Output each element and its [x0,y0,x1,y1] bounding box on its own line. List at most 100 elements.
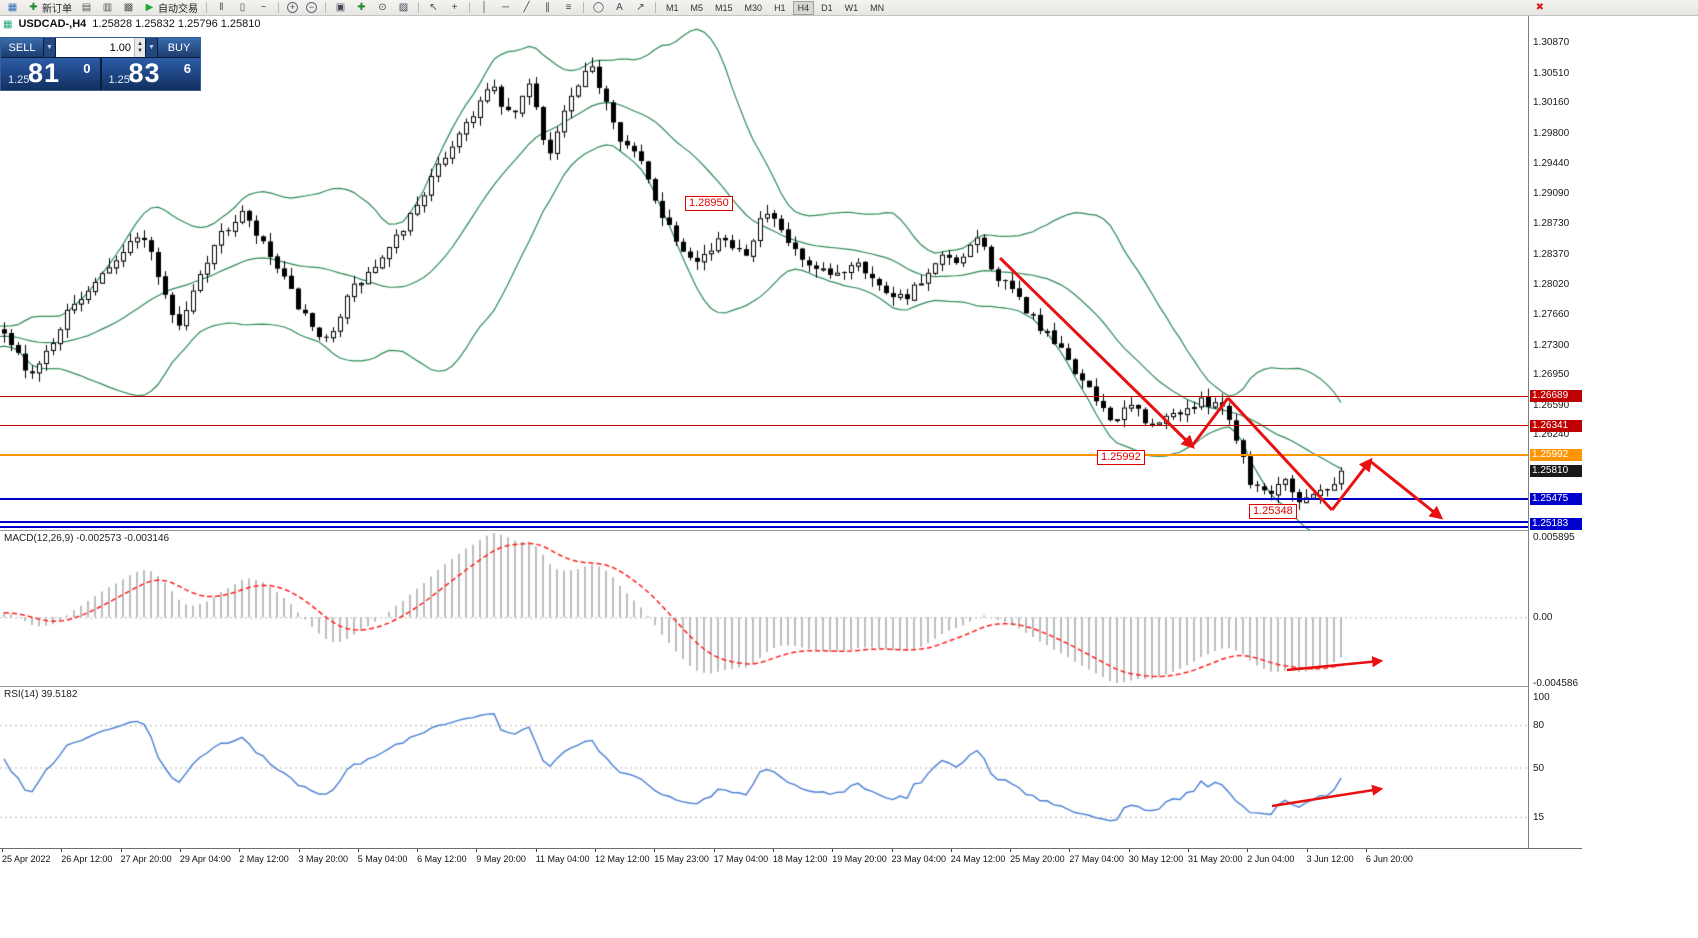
price-tick: 1.27300 [1533,339,1570,351]
sell-button[interactable]: SELL [1,38,43,57]
new-order-button[interactable]: ✚ 新订单 [24,1,75,15]
lot-increase-icon[interactable]: ▲ [137,40,143,47]
close-icon[interactable]: ✖ [1535,2,1544,13]
candlestick-chart-icon[interactable]: ▯ [233,1,252,15]
timeframe-d1[interactable]: D1 [821,2,833,13]
level-line-1.26341[interactable] [0,425,1528,427]
arrow-tool-icon[interactable]: ↗ [631,1,650,15]
level-line-1.25183[interactable] [0,520,1528,528]
panel-separator[interactable] [0,686,1582,687]
timeframe-h1[interactable]: H1 [774,2,786,13]
shapes-icon[interactable]: ◯ [589,1,608,15]
macd-axis-tick: 0.00 [1533,612,1553,624]
fibonacci-icon[interactable]: ≡ [559,1,578,15]
crosshair-icon[interactable]: + [445,1,464,15]
main-chart-canvas[interactable] [0,16,1528,530]
price-annotation[interactable]: 1.25348 [1249,504,1297,519]
vertical-line-icon[interactable]: │ [475,1,494,15]
period-icon: ⊙ [378,2,387,13]
sell-price-button[interactable]: 1.25 81 0 [1,58,100,90]
time-tick [357,849,359,852]
time-tick [950,849,952,852]
buy-dropdown-icon[interactable]: ▼ [145,38,158,57]
timeframe-m1[interactable]: M1 [666,2,679,13]
price-tick: 1.30870 [1533,37,1570,49]
buy-price-button[interactable]: 1.25 83 6 [101,58,200,90]
time-label: 15 May 23:00 [654,854,709,864]
timeframe-m30[interactable]: M30 [744,2,763,13]
templates-icon[interactable]: ▨ [394,1,413,15]
text-tool-icon[interactable]: A [610,1,629,15]
tile-windows-icon[interactable]: ▣ [331,1,350,15]
price-badge: 1.25992 [1530,449,1582,462]
time-tick [179,849,181,852]
time-tick [239,849,241,852]
chart-profiles-icon[interactable]: ▤ [77,1,96,15]
rsi-canvas[interactable] [0,686,1528,848]
lot-size-field[interactable]: 1.00 ▲ ▼ [56,38,145,57]
time-label: 25 May 20:00 [1010,854,1065,864]
time-tick [476,849,478,852]
timeframe-h4[interactable]: H4 [792,0,815,15]
toolbar-divider [469,2,470,13]
price-axis[interactable]: 1.30870 1.30510 1.30160 1.29800 1.29440 1.290… [1528,16,1582,848]
period-icon[interactable]: ⊙ [373,1,392,15]
chart-window: ▦ USDCAD-,H4 1.25828 1.25832 1.25796 1.2… [0,16,1582,868]
lot-decrease-icon[interactable]: ▼ [137,47,143,54]
timeframe-mn[interactable]: MN [870,2,885,13]
zoom-out-icon[interactable]: − [303,1,320,15]
symbol-info: ▦ USDCAD-,H4 1.25828 1.25832 1.25796 1.2… [3,18,261,30]
price-badge: 1.26341 [1530,419,1582,432]
price-tick: 1.28730 [1533,218,1570,230]
symbol-title: USDCAD-,H4 [18,18,87,30]
line-chart-icon[interactable]: ~ [254,1,273,15]
time-tick [713,849,715,852]
new-chart-icon[interactable]: ▦ [3,1,22,15]
macd-canvas[interactable] [0,530,1528,686]
buy-button[interactable]: BUY [158,38,200,57]
price-tick: 1.30160 [1533,97,1570,109]
sell-dropdown-icon[interactable]: ▼ [43,38,56,57]
time-axis[interactable]: 25 Apr 2022 26 Apr 12:00 27 Apr 20:00 29 Ap… [0,848,1582,868]
buy-price-pip: 6 [183,61,191,76]
time-tick [298,849,300,852]
price-tick: 1.28370 [1533,248,1570,260]
navigator-icon[interactable]: ▩ [119,1,138,15]
time-label: 23 May 04:00 [891,854,947,864]
market-watch-icon[interactable]: ▥ [98,1,117,15]
chart-profiles-icon: ▤ [81,2,92,13]
time-label: 11 May 04:00 [535,854,590,864]
lot-spinner[interactable]: ▲ ▼ [134,38,145,57]
time-tick [654,849,656,852]
zoom-in-icon[interactable]: + [284,1,301,15]
time-label: 6 May 12:00 [417,854,467,864]
lot-size-value[interactable]: 1.00 [109,41,131,54]
price-tick: 1.26590 [1533,399,1570,411]
level-line-1.25992[interactable] [0,454,1528,457]
cursor-icon[interactable]: ↖ [424,1,443,15]
level-line-1.26689[interactable] [0,395,1528,397]
timeframe-w1[interactable]: W1 [844,2,859,13]
zoom-out-icon: − [306,2,317,13]
panel-separator[interactable] [0,530,1582,531]
indicators-icon[interactable]: ✚ [352,1,371,15]
price-badge: 1.25183 [1530,517,1582,530]
price-annotation[interactable]: 1.25992 [1097,450,1145,465]
channel-icon[interactable]: ∥ [538,1,557,15]
level-line-1.25475[interactable] [0,498,1528,501]
time-label: 2 Jun 04:00 [1247,854,1295,864]
order-prices-row: 1.25 81 0 1.25 83 6 [1,58,200,90]
time-label: 9 May 20:00 [476,854,526,864]
chart-plot-area[interactable]: ▦ USDCAD-,H4 1.25828 1.25832 1.25796 1.2… [0,16,1528,868]
text-tool-icon: A [616,2,623,13]
horizontal-line-icon[interactable]: ─ [496,1,515,15]
price-annotation[interactable]: 1.28950 [685,196,733,211]
trendline-icon[interactable]: ╱ [517,1,536,15]
time-tick [891,849,893,852]
timeframe-m5[interactable]: M5 [690,2,704,13]
time-tick [120,849,122,852]
autotrading-button[interactable]: ▶ 自动交易 [140,1,201,15]
timeframe-m15[interactable]: M15 [715,2,733,13]
bar-chart-icon[interactable]: ‖ [212,1,231,15]
